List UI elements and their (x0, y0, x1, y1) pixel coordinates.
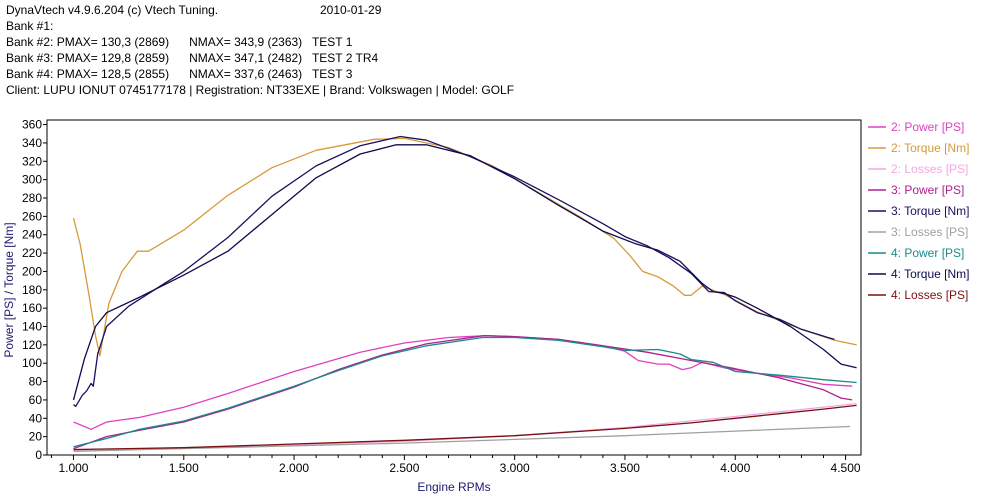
y-tick-label: 340 (22, 136, 42, 150)
bank-2-line: Bank #2: PMAX= 130,3 (2869) NMAX= 343,9 … (6, 35, 353, 49)
legend: 2: Power [PS] 2: Torque [Nm] 2: Losses [PS… (868, 120, 969, 302)
y-tick-label: 300 (22, 173, 42, 187)
plot-frame (46, 119, 862, 456)
bank-1-line: Bank #1: (6, 19, 54, 33)
client-line: Client: LUPU IONUT 0745177178 | Registra… (6, 83, 515, 97)
y-tick-label: 360 (22, 118, 42, 132)
y-tick-label: 280 (22, 191, 42, 205)
legend-label-4-power-ps: 4: Power [PS] (891, 246, 964, 260)
bank-4-line: Bank #4: PMAX= 128,5 (2855) NMAX= 337,6 … (6, 67, 353, 81)
legend-label-4-torque-nm: 4: Torque [Nm] (891, 267, 969, 281)
legend-label-3-torque-nm: 3: Torque [Nm] (891, 204, 969, 218)
x-tick-label: 1.000 (58, 461, 88, 475)
y-tick-label: 180 (22, 283, 42, 297)
plot-area (46, 119, 862, 456)
y-tick-label: 20 (29, 430, 43, 444)
series-line-4-torque-nm (72, 144, 857, 401)
series-line-3-torque-nm (73, 135, 835, 408)
y-tick-label: 100 (22, 356, 42, 370)
series-line-4-power-ps (73, 336, 857, 448)
legend-label-3-power-ps: 3: Power [PS] (891, 183, 964, 197)
legend-label-3-losses-ps: 3: Losses [PS] (891, 225, 968, 239)
y-tick-label: 160 (22, 301, 42, 315)
bank-3-line: Bank #3: PMAX= 129,8 (2859) NMAX= 347,1 … (6, 51, 379, 65)
y-tick-label: 260 (22, 209, 42, 223)
report-date: 2010-01-29 (320, 3, 382, 17)
y-tick-label: 200 (22, 264, 42, 278)
y-tick-label: 320 (22, 154, 42, 168)
header: DynaVtech v4.9.6.204 (c) Vtech Tuning. 2… (6, 2, 514, 98)
y-tick-label: 140 (22, 320, 42, 334)
x-axis-label: Engine RPMs (417, 480, 490, 494)
legend-label-4-losses-ps: 4: Losses [PS] (891, 288, 968, 302)
x-tick-label: 4.500 (831, 461, 861, 475)
series-line-3-power-ps (73, 335, 853, 450)
y-tick-label: 80 (29, 375, 43, 389)
series-line-3-losses-ps (73, 425, 851, 452)
y-tick-label: 220 (22, 246, 42, 260)
title-row: DynaVtech v4.9.6.204 (c) Vtech Tuning. 2… (6, 2, 514, 18)
legend-label-2-losses-ps: 2: Losses [PS] (891, 162, 968, 176)
y-tick-label: 40 (29, 411, 43, 425)
x-tick-label: 1.500 (169, 461, 199, 475)
y-axis-label: Power [PS] / Torque [Nm] (2, 222, 16, 357)
x-tick-label: 3.000 (500, 461, 530, 475)
y-tick-label: 0 (35, 448, 42, 462)
x-tick-label: 4.000 (720, 461, 750, 475)
y-tick-label: 240 (22, 228, 42, 242)
legend-label-2-torque-nm: 2: Torque [Nm] (891, 141, 969, 155)
app-title: DynaVtech v4.9.6.204 (c) Vtech Tuning. (6, 3, 219, 17)
legend-label-2-power-ps: 2: Power [PS] (891, 120, 964, 134)
x-tick-label: 2.500 (389, 461, 419, 475)
y-tick-label: 60 (29, 393, 43, 407)
y-tick-label: 120 (22, 338, 42, 352)
x-tick-label: 2.000 (279, 461, 309, 475)
series-line-4-losses-ps (73, 404, 857, 451)
x-tick-label: 3.500 (610, 461, 640, 475)
axes-group: 0 20 40 60 80 100 120 140 160 180 200 220 240 260 280 3… (22, 118, 861, 475)
series-group (72, 135, 857, 452)
